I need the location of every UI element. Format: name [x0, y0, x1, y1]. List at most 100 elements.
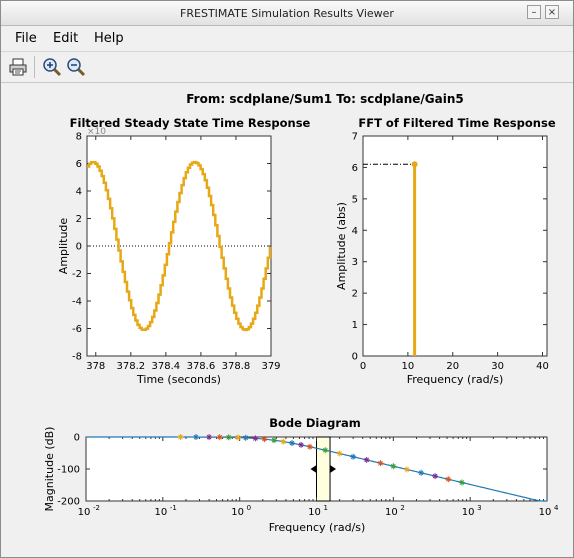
- bode-frequency-highlight[interactable]: [316, 436, 331, 502]
- title-bar[interactable]: FRESTIMATE Simulation Results Viewer – ×: [1, 1, 573, 26]
- bode-xlabel: Frequency (rad/s): [269, 521, 366, 534]
- bode-marker: [418, 469, 425, 476]
- bode-xtick-exponent: 2: [400, 504, 404, 512]
- bode-marker: [192, 434, 199, 441]
- bode-xtick-label: 10: [308, 507, 321, 518]
- menu-file[interactable]: File: [15, 31, 37, 46]
- bode-marker: [458, 479, 465, 486]
- fft-xtick-label: 20: [446, 361, 459, 372]
- bode-right-arrow-icon[interactable]: [330, 465, 337, 473]
- bode-marker: [234, 434, 241, 441]
- time-xtick-label: 378.2: [116, 361, 145, 372]
- time-response-exponent: ×10: [87, 127, 106, 137]
- time-ytick-label: 4: [76, 187, 82, 198]
- fft-stem-marker: [411, 161, 418, 168]
- bode-xtick-label: 10: [462, 507, 475, 518]
- time-ytick-label: 2: [76, 214, 82, 225]
- close-icon[interactable]: ×: [545, 5, 559, 19]
- bode-ytick-label: 0: [74, 433, 80, 444]
- time-response-ticks: 378 378.2 378.4 378.6 378.8 379 8 6 4 2 0 -2 -4 -6 -8: [72, 132, 281, 373]
- time-xtick-label: 379: [261, 361, 280, 372]
- bode-marker: [350, 453, 357, 460]
- time-ytick-label: -8: [72, 352, 82, 363]
- menu-edit[interactable]: Edit: [53, 31, 79, 46]
- bode-xtick-exponent: -1: [170, 504, 177, 512]
- bode-marker: [363, 456, 370, 463]
- time-ytick-label: -4: [72, 297, 82, 308]
- time-response-line: [87, 160, 272, 332]
- bode-xtick-label: 10: [539, 507, 552, 518]
- bode-marker: [445, 476, 452, 483]
- fft-ytick-label: 6: [352, 163, 358, 174]
- toolbar-separator: [34, 56, 35, 78]
- bode-xtick-exponent: -2: [93, 504, 100, 512]
- fft-xtick-label: 10: [402, 361, 415, 372]
- fft-ytick-label: 4: [352, 226, 358, 237]
- bode-ylabel: Magnitude (dB): [43, 427, 56, 512]
- time-ytick-label: 0: [76, 242, 82, 253]
- fft-axes[interactable]: [362, 135, 548, 357]
- bode-marker: [336, 450, 343, 457]
- bode-xtick-exponent: 0: [247, 504, 251, 512]
- bode-marker: [298, 441, 305, 448]
- fft-ylabel: Amplitude (abs): [335, 202, 348, 290]
- time-response-title: Filtered Steady State Time Response: [70, 116, 311, 130]
- from-to-header: From: scdplane/Sum1 To: scdplane/Gain5: [186, 92, 463, 106]
- time-ytick-label: -2: [72, 269, 82, 280]
- bode-marker: [377, 460, 384, 467]
- bode-xtick-label: 10: [78, 507, 91, 518]
- bode-marker: [280, 438, 287, 445]
- printer-icon[interactable]: [7, 56, 29, 78]
- time-ytick-label: -6: [72, 324, 82, 335]
- toolbar: [1, 51, 573, 83]
- bode-xtick-exponent: 1: [324, 504, 328, 512]
- fft-xtick-label: 0: [360, 361, 366, 372]
- bode-title: Bode Diagram: [269, 416, 361, 430]
- time-ytick-label: 8: [76, 132, 82, 143]
- time-ytick-label: 6: [76, 159, 82, 170]
- zoom-in-icon[interactable]: [41, 56, 63, 78]
- results-figure: From: scdplane/Sum1 To: scdplane/Gain5 F…: [43, 92, 559, 534]
- bode-marker: [271, 437, 278, 444]
- time-xtick-label: 378.4: [152, 361, 181, 372]
- fft-ytick-label: 1: [352, 320, 358, 331]
- zoom-out-icon[interactable]: [65, 56, 87, 78]
- bode-marker: [261, 436, 268, 443]
- fft-xtick-label: 30: [491, 361, 504, 372]
- menu-bar: File Edit Help: [1, 26, 573, 50]
- fft-xtick-label: 40: [536, 361, 549, 372]
- fft-xlabel: Frequency (rad/s): [407, 373, 504, 386]
- fft-ytick-label: 3: [352, 257, 358, 268]
- bode-marker: [216, 434, 223, 441]
- minimize-icon[interactable]: –: [527, 5, 541, 19]
- bode-ytick-label: -100: [57, 465, 80, 476]
- fft-ytick-label: 5: [352, 194, 358, 205]
- fft-ytick-label: 2: [352, 289, 358, 300]
- bode-marker: [177, 434, 184, 441]
- bode-magnitude-line: [86, 436, 547, 502]
- time-xtick-label: 378: [86, 361, 105, 372]
- time-response-xlabel: Time (seconds): [136, 373, 221, 386]
- bode-xtick-exponent: 3: [477, 504, 481, 512]
- bode-ticks: 10 -2 10 -1 10 0 10 1 10 2 10 3 10 40-100-200: [57, 433, 559, 519]
- bode-left-arrow-icon[interactable]: [310, 465, 317, 473]
- time-response-ylabel: Amplitude: [57, 218, 70, 275]
- bode-marker: [403, 466, 410, 473]
- fft-ytick-label: 0: [352, 352, 358, 363]
- bode-marker: [289, 440, 296, 447]
- bode-xtick-label: 10: [154, 507, 167, 518]
- figure-area: From: scdplane/Sum1 To: scdplane/Gain5 F…: [9, 83, 567, 553]
- fft-ytick-label: 7: [352, 132, 358, 143]
- bode-marker: [225, 434, 232, 441]
- fft-title: FFT of Filtered Time Response: [358, 116, 555, 130]
- bode-xtick-label: 10: [385, 507, 398, 518]
- bode-marker: [242, 434, 249, 441]
- bode-marker: [206, 434, 213, 441]
- bode-xtick-label: 10: [231, 507, 244, 518]
- menu-help[interactable]: Help: [94, 31, 124, 46]
- bode-ytick-label: -200: [57, 497, 80, 508]
- bode-xtick-exponent: 4: [554, 504, 559, 512]
- bode-marker: [322, 447, 329, 454]
